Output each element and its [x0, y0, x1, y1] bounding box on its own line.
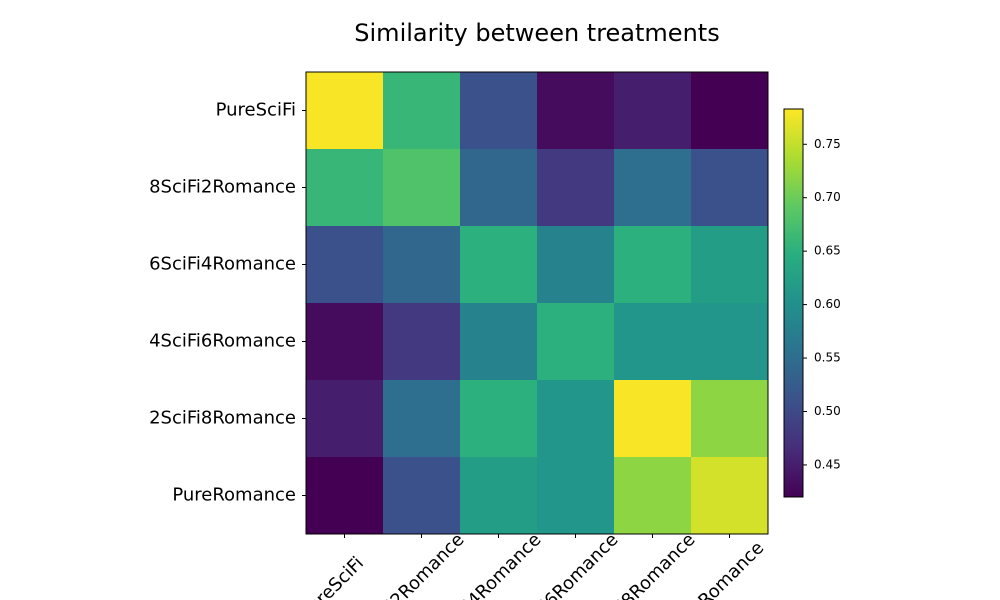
heatmap-cell: [383, 380, 461, 458]
heatmap-cell: [691, 226, 769, 304]
heatmap-cell: [691, 380, 769, 458]
colorbar: [783, 108, 804, 498]
heatmap-cell: [614, 457, 692, 535]
heatmap-cell: [537, 226, 615, 304]
heatmap-cell: [537, 303, 615, 381]
heatmap-cell: [306, 380, 384, 458]
heatmap-cell: [306, 303, 384, 381]
heatmap-cell: [383, 457, 461, 535]
y-tick-label: 8SciFi2Romance: [149, 177, 296, 198]
colorbar-tick-label: 0.65: [814, 244, 841, 258]
heatmap-cell: [306, 226, 384, 304]
colorbar-tick-label: 0.55: [814, 351, 841, 365]
heatmap-cell: [460, 226, 538, 304]
heatmap-cell: [614, 72, 692, 150]
heatmap-cell: [691, 303, 769, 381]
heatmap-cell: [537, 457, 615, 535]
heatmap-cell: [383, 72, 461, 150]
colorbar-tick-label: 0.60: [814, 297, 841, 311]
heatmap-cell: [614, 149, 692, 227]
colorbar-tick-label: 0.70: [814, 190, 841, 204]
heatmap-cell: [460, 149, 538, 227]
heatmap-cell: [537, 72, 615, 150]
heatmap-cell: [537, 380, 615, 458]
heatmap-cell: [691, 149, 769, 227]
colorbar-tick-label: 0.45: [814, 457, 841, 471]
heatmap-cell: [691, 457, 769, 535]
heatmap-cell: [691, 72, 769, 150]
heatmap-cell: [460, 380, 538, 458]
heatmap-cell: [614, 380, 692, 458]
heatmap-cell: [537, 149, 615, 227]
heatmap-cell: [306, 457, 384, 535]
heatmap-cell: [306, 72, 384, 150]
heatmap-cell: [306, 149, 384, 227]
y-tick-label: 2SciFi8Romance: [149, 408, 296, 429]
heatmap-cell: [383, 149, 461, 227]
x-tick-label: 8SciFi2Romance: [350, 529, 469, 600]
chart-title: Similarity between treatments: [354, 19, 719, 47]
y-tick-label: PureSciFi: [216, 100, 296, 121]
heatmap-cell: [383, 303, 461, 381]
heatmap-cell: [614, 226, 692, 304]
plot-frame: [305, 71, 769, 535]
heatmap-cell: [460, 303, 538, 381]
colorbar-tick-label: 0.50: [814, 404, 841, 418]
y-tick-label: PureRomance: [172, 485, 296, 506]
heatmap-cell: [460, 457, 538, 535]
x-tick-label: PureSciFi: [296, 553, 368, 600]
colorbar-tick-label: 0.75: [814, 137, 841, 151]
heatmap-cell: [614, 303, 692, 381]
heatmap-cell: [460, 72, 538, 150]
y-tick-label: 4SciFi6Romance: [149, 331, 296, 352]
y-tick-label: 6SciFi4Romance: [149, 254, 296, 275]
heatmap-cell: [383, 226, 461, 304]
